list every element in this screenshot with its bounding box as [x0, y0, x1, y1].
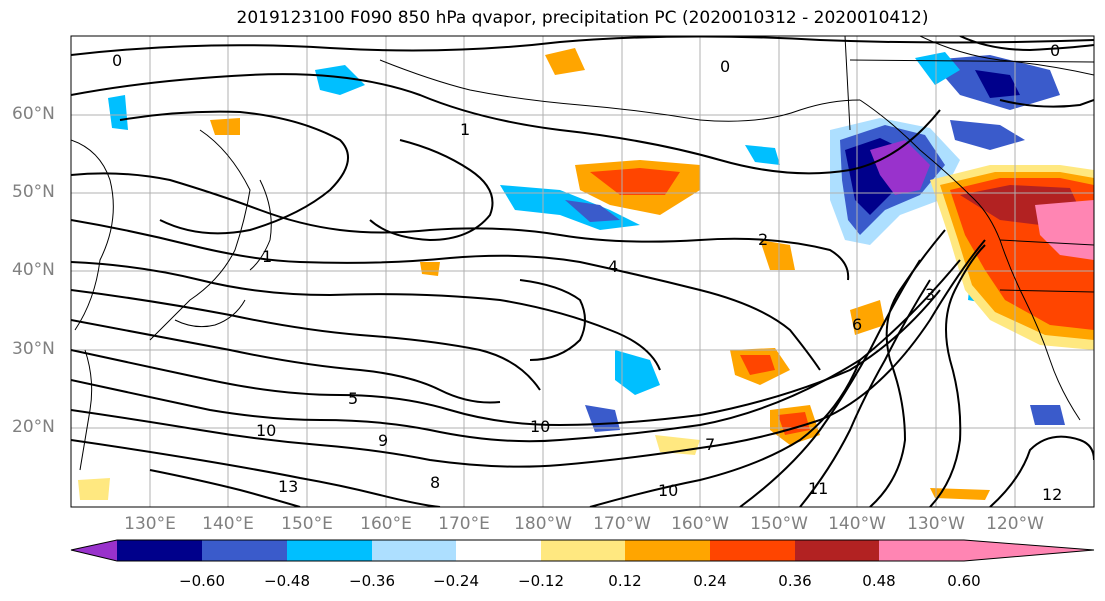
contour-label: 8 [430, 473, 440, 492]
colorbar-tick-label: 0.36 [778, 572, 812, 590]
colorbar-tick-label: −0.60 [179, 572, 225, 590]
lon-label: 170°W [593, 514, 651, 534]
negative-anomaly-region [870, 140, 930, 195]
map-title: 2019123100 F090 850 hPa qvapor, precipit… [236, 8, 929, 28]
colorbar-bin [795, 540, 879, 561]
positive-anomaly-region [420, 262, 440, 276]
precipitation-shading [78, 48, 1094, 500]
colorbar-tick-label: 0.12 [608, 572, 642, 590]
contour-label: 12 [1042, 485, 1062, 504]
positive-anomaly-region [930, 488, 990, 500]
lon-label: 140°W [828, 514, 886, 534]
lat-label: 30°N [12, 339, 55, 359]
colorbar-tick-label: 0.48 [862, 572, 896, 590]
negative-anomaly-region [975, 70, 1020, 98]
contour-label: 11 [808, 479, 828, 498]
contour-label: 9 [378, 431, 388, 450]
contour-label: 13 [278, 477, 298, 496]
colorbar-tick-label: 0.24 [693, 572, 727, 590]
contour-label: 2 [758, 230, 768, 249]
positive-anomaly-region [545, 48, 585, 75]
colorbar-bin [879, 540, 964, 561]
colorbar-bin [710, 540, 795, 561]
colorbar-tick-label: 0.60 [947, 572, 981, 590]
contour-label: 1 [262, 247, 272, 266]
lat-label: 20°N [12, 417, 55, 437]
contour-label: 0 [1050, 41, 1060, 60]
positive-anomaly-region [778, 412, 810, 435]
lon-label: 170°E [438, 514, 490, 534]
lat-label: 40°N [12, 260, 55, 280]
negative-anomaly-region [950, 120, 1025, 150]
negative-anomaly-region [565, 200, 620, 222]
contour-label: 0 [112, 51, 122, 70]
positive-anomaly-region [1035, 200, 1094, 260]
colorbar-bin [287, 540, 372, 561]
negative-anomaly-region [615, 350, 660, 395]
colorbar-tick-label: −0.24 [433, 572, 479, 590]
colorbar-extend-min [71, 540, 117, 561]
contour-label: 7 [705, 435, 715, 454]
negative-anomaly-region [315, 65, 365, 95]
lon-label: 160°W [671, 514, 729, 534]
contour-label: 10 [658, 481, 678, 500]
coastlines [71, 36, 1094, 471]
map-frame [70, 35, 1095, 508]
colorbar-bin [625, 540, 710, 561]
positive-anomaly-region [760, 240, 795, 270]
colorbar-bin [117, 540, 202, 561]
positive-anomaly-region [740, 355, 775, 375]
colorbar-tick-label: −0.36 [349, 572, 395, 590]
colorbar-bin [372, 540, 456, 561]
contour-label: 5 [348, 389, 358, 408]
contour-label: 10 [256, 421, 276, 440]
lon-label: 130°E [124, 514, 176, 534]
qvapor-contours [71, 36, 1094, 507]
contour-label: 1 [460, 120, 470, 139]
lat-label: 50°N [12, 182, 55, 202]
lon-label: 150°E [281, 514, 333, 534]
contour-label: 6 [852, 315, 862, 334]
lon-label: 120°W [986, 514, 1044, 534]
lat-label: 60°N [12, 104, 55, 124]
colorbar-extend-max [964, 540, 1094, 561]
gridlines [71, 36, 1094, 507]
lon-label: 130°W [907, 514, 965, 534]
positive-anomaly-region [78, 478, 110, 500]
negative-anomaly-region [108, 95, 128, 130]
colorbar-tick-label: −0.12 [518, 572, 564, 590]
colorbar-bin [202, 540, 287, 561]
contour-labels: 1 1 2 3 4 5 6 7 8 9 10 10 10 11 12 13 0 … [112, 41, 1062, 504]
colorbar-bin [541, 540, 625, 561]
colorbar-bin [456, 540, 541, 561]
positive-anomaly-region [850, 300, 885, 335]
lon-label: 180°W [514, 514, 572, 534]
contour-label: 3 [925, 285, 935, 304]
positive-anomaly-region [590, 168, 680, 195]
colorbar [70, 539, 1095, 562]
contour-label: 10 [530, 417, 550, 436]
negative-anomaly-region [1030, 405, 1065, 425]
positive-anomaly-region [210, 118, 240, 135]
lon-label: 160°E [360, 514, 412, 534]
lon-label: 140°E [202, 514, 254, 534]
negative-anomaly-region [745, 145, 780, 165]
contour-label: 0 [720, 57, 730, 76]
plot-area: 1 1 2 3 4 5 6 7 8 9 10 10 10 11 12 13 0 … [71, 36, 1094, 507]
contour-label: 4 [608, 257, 618, 276]
colorbar-tick-label: −0.48 [264, 572, 310, 590]
colorbar-outline [70, 539, 1095, 562]
lon-label: 150°W [750, 514, 808, 534]
